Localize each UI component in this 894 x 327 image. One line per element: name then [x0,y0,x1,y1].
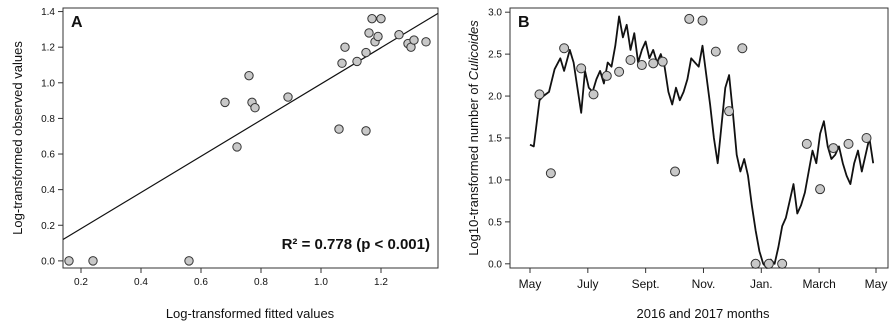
panel-b-data-point [777,258,788,269]
panel-b-x-tick-label: May [865,277,888,291]
panel-b-data-point [625,55,636,65]
panel-b-data-point [559,43,570,54]
panel-b-x-tick-label: July [577,277,598,291]
panel-b-data-point [815,184,826,195]
panel-b-x-tick-label: March [802,277,835,291]
panel-a-data-point [409,35,419,45]
panel-a-xlabel: Log-transformed fitted values [166,306,335,321]
panel-b-data-point [861,133,872,143]
panel-a-data-point [184,256,194,266]
panel-a-x-tick-label: 1.0 [314,277,328,288]
panel-b-data-point [801,138,812,149]
panel-a-y-tick-label: 0.2 [41,221,55,232]
panel-a-data-point [88,256,98,266]
panel-b-data-point [697,15,708,26]
panel-b-y-ticks: 0.0 0.5 1.0 1.5 2.0 2.5 3.0 [488,8,510,270]
panel-b-data-point [828,143,839,154]
panel-a-fit-line-group [62,12,439,241]
panel-a-data-point [364,28,374,38]
panel-b-y-tick-label: 3.0 [488,8,502,19]
panel-b-data-point [648,58,659,69]
panel-b-x-tick-label: Nov. [692,277,716,291]
panel-a-data-point [232,142,242,152]
panel-a: A R² = 0.778 (p < 0.001) Log-transformed… [10,7,439,321]
panel-b-data-point [657,56,668,67]
panel-a-x-tick-label: 1.2 [374,277,388,288]
panel-b-data-point [670,166,681,177]
panel-b-data-point [545,168,556,179]
panel-a-x-tick-label: 0.2 [74,277,88,288]
panel-a-data-point [352,56,362,67]
panel-a-y-tick-label: 0.8 [41,114,55,125]
panel-a-x-ticks: 0.2 0.4 0.6 0.8 1.0 1.2 [74,268,388,288]
panel-a-fit-line [62,12,439,241]
panel-a-data-point [244,70,254,81]
panel-b-data-point [737,43,748,54]
panel-a-data-point [361,126,371,136]
panel-a-y-tick-label: 0.0 [41,256,55,267]
panel-b-y-tick-label: 1.0 [488,175,502,186]
panel-b-data-point [684,13,695,24]
panel-a-letter: A [71,14,83,31]
panel-b-letter: B [518,14,530,31]
panel-a-ylabel: Log-transformed observed values [10,41,25,235]
panel-b-y-tick-label: 1.5 [488,134,502,145]
panel-a-data-point [220,97,230,108]
panel-a-data-point [283,92,293,102]
panel-b-data-point [750,258,761,269]
panel-b-data-point [601,70,612,81]
panel-a-data-point [250,103,260,113]
panel-a-frame [62,7,439,269]
panel-b-x-tick-label: May [519,277,542,291]
panel-a-data-point [340,42,350,52]
panel-a-data-point [337,58,347,68]
panel-a-data-point [334,124,344,134]
panel-b-data-point [710,46,721,57]
panel-a-data-point [64,256,74,266]
panel-b-data-point [724,106,735,117]
panel-b-y-tick-label: 2.5 [488,50,502,61]
panel-b-data-point [636,60,647,71]
panel-b-x-ticks: May July Sept. Nov. Jan. March May [519,268,888,291]
panel-a-y-ticks: 0.0 0.2 0.4 0.6 0.8 1.0 1.2 1.4 [41,7,63,267]
panel-b-y-tick-label: 0.5 [488,217,502,228]
panel-b-series-line [529,15,875,269]
panel-b-x-tick-label: Sept. [632,277,660,291]
panel-a-y-tick-label: 0.4 [41,185,55,196]
panel-b-x-tick-label: Jan. [750,277,773,291]
panel-b-ylabel-prefix: Log10-transformed number of [466,80,481,256]
panel-b-points [534,13,872,269]
panel-b-data-point [576,63,587,74]
panel-b-data-point [843,138,854,149]
panel-b-data-point [763,258,774,269]
panel-b: B 2016 and 2017 months Log10-transformed… [466,7,889,321]
panel-a-data-point [421,37,431,47]
panel-a-y-tick-label: 1.0 [41,78,55,89]
panel-b-data-point [534,89,545,100]
panel-a-points [64,13,431,266]
panel-b-ylabel: Log10-transformed number of Culicoides [466,20,481,256]
panel-a-x-tick-label: 0.6 [194,277,208,288]
panel-a-data-point [367,13,377,24]
panel-a-y-tick-label: 1.2 [41,43,55,54]
panel-a-x-tick-label: 0.4 [134,277,148,288]
panel-b-ylabel-italic: Culicoides [466,20,481,80]
panel-a-x-tick-label: 0.8 [254,277,268,288]
panel-a-annotation: R² = 0.778 (p < 0.001) [282,236,430,253]
panel-b-y-tick-label: 0.0 [488,259,502,270]
panel-b-xlabel: 2016 and 2017 months [637,306,770,321]
panel-a-data-point [376,13,386,24]
panel-a-y-tick-label: 0.6 [41,150,55,161]
panel-b-y-tick-label: 2.0 [488,92,502,103]
panel-b-data-point [588,89,599,100]
panel-a-data-point [373,31,383,42]
panel-b-data-point [614,66,625,77]
panel-b-line-group [529,15,875,269]
panel-a-data-point [394,30,404,40]
panel-a-y-tick-label: 1.4 [41,7,55,18]
panel-a-data-point [361,47,371,58]
